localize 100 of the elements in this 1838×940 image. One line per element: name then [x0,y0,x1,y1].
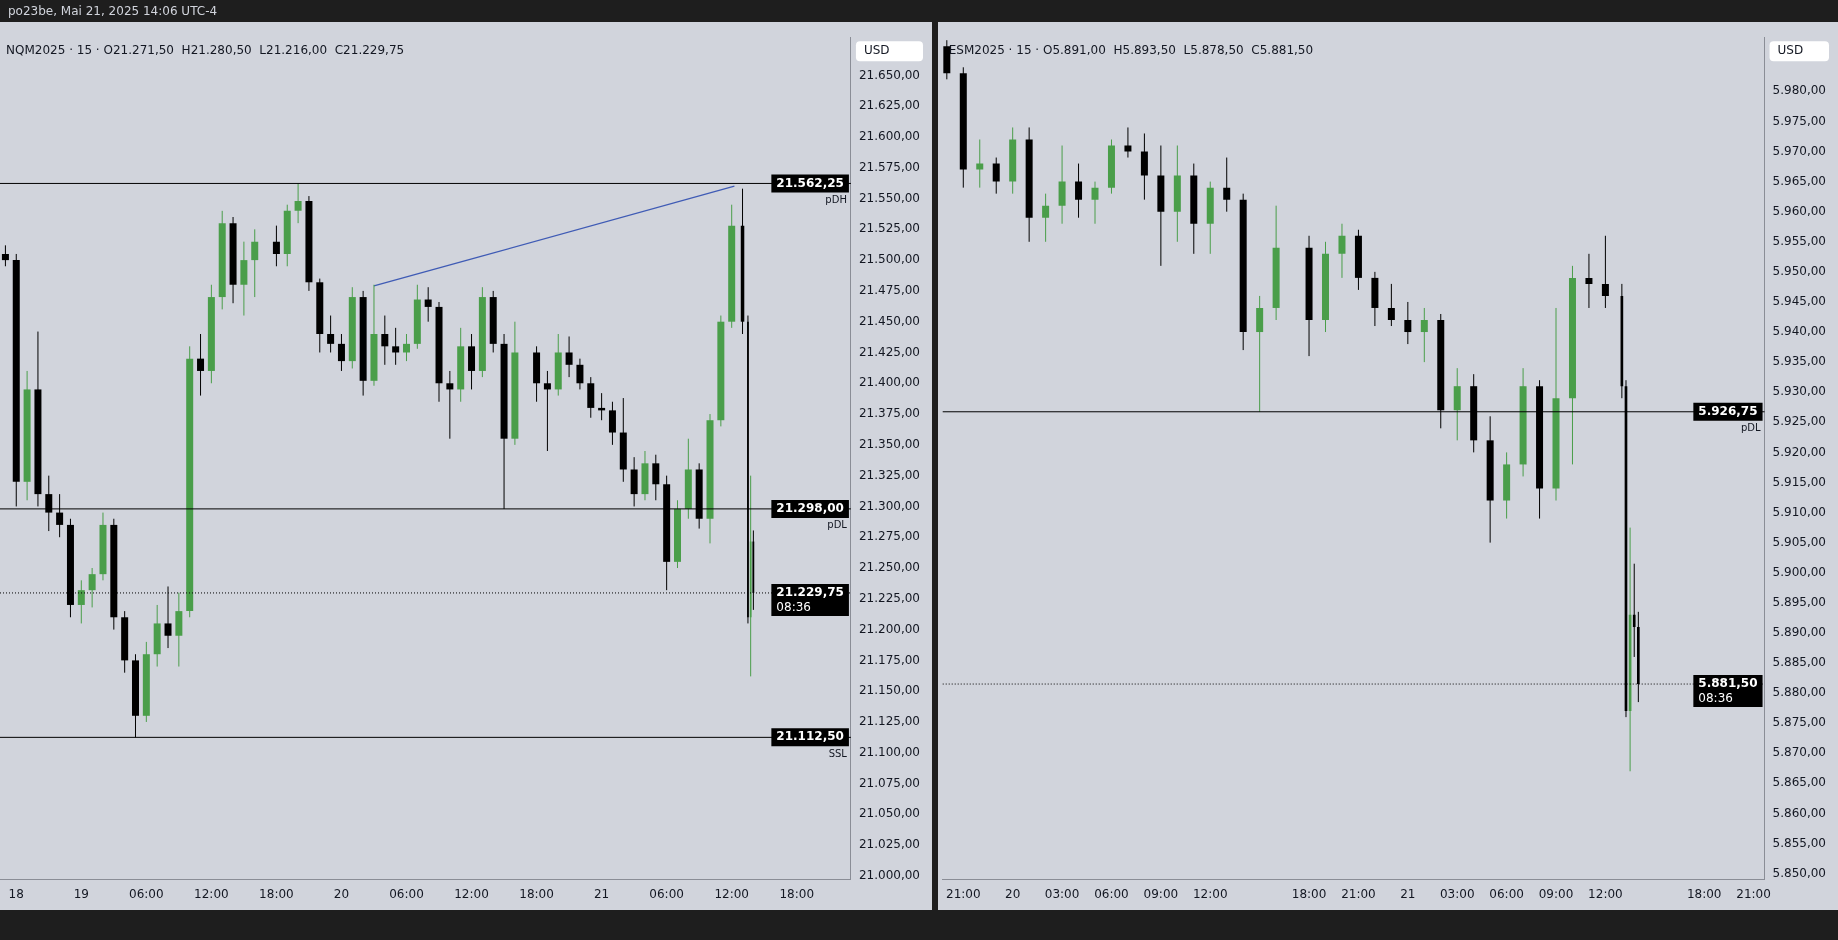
y-tick-label: 21.050,00 [858,806,921,821]
y-tick-label: 5.915,00 [1772,474,1826,489]
y-tick-label: 5.910,00 [1772,504,1826,519]
y-tick-label: 21.300,00 [858,498,921,513]
y-tick-label: 21.075,00 [858,775,921,790]
x-tick-label: 18:00 [259,886,294,901]
y-tick-label: 21.450,00 [858,313,921,328]
annotation: pDH [825,194,847,206]
y-tick-label: 5.955,00 [1772,233,1826,248]
y-tick-label: 21.525,00 [858,221,921,236]
annotation: pDL [1740,422,1761,434]
y-tick-label: 21.150,00 [858,683,921,698]
x-tick-label: 18:00 [1291,886,1327,901]
y-tick-label: 5.960,00 [1772,203,1826,218]
y-tick-label: 21.250,00 [858,560,921,575]
y-tick-label: 21.400,00 [858,375,921,390]
y-tick-label: 5.945,00 [1772,294,1826,309]
y-tick-label: 21.425,00 [858,344,921,359]
x-tick-label: 21:00 [1736,886,1771,901]
candlestick [1404,301,1412,345]
y-axis-title: USD [863,43,890,58]
candlestick [1075,163,1083,219]
x-tick-label: 18:00 [519,886,554,901]
ref-line-label: 21.229,75 [776,585,844,600]
candlestick [1124,126,1132,159]
candlestick [88,567,96,608]
y-tick-label: 21.350,00 [858,436,921,451]
y-tick-label: 21.575,00 [858,159,921,174]
y-tick-label: 5.870,00 [1772,745,1826,760]
candlestick [77,579,85,624]
candlestick [327,315,335,353]
candlestick [992,157,1000,195]
y-tick-label: 5.855,00 [1772,835,1826,850]
candlestick [1585,253,1593,309]
x-tick-label: 06:00 [1094,886,1129,901]
candlestick [1601,235,1609,309]
y-tick-label: 5.865,00 [1772,775,1826,790]
y-tick-label: 21.600,00 [858,129,921,144]
ref-line-label: 21.112,50 [776,729,844,744]
x-tick-label: 03:00 [1044,886,1080,901]
x-tick-label: 21:00 [945,886,981,901]
x-tick-label: 20 [1005,886,1021,901]
text: ESM2025 · 15 · O5.891,00 H5.893,50 L5.878,50 C5.881,50 [948,43,1314,58]
text: NQM2025 · 15 · O21.271,50 H21.280,50 L21.216,00 C21.229,75 [6,43,405,58]
candlestick [1042,193,1050,243]
y-tick-label: 5.860,00 [1772,805,1826,820]
y-tick-label: 21.650,00 [858,67,921,82]
x-tick-label: 12:00 [1588,886,1623,901]
y-tick-label: 21.100,00 [858,744,921,759]
ref-line-label: 21.298,00 [776,501,844,516]
candlestick [392,327,400,366]
x-tick-label: 19 [73,886,89,901]
y-tick-label: 21.125,00 [858,714,921,729]
y-tick-label: 21.550,00 [858,190,921,205]
y-tick-label: 5.900,00 [1772,564,1826,579]
candlestick [976,138,984,189]
y-tick-label: 5.935,00 [1772,354,1826,369]
y-tick-label: 5.975,00 [1772,113,1826,128]
y-tick-label: 5.875,00 [1772,715,1826,730]
x-tick-label: 06:00 [389,886,424,901]
candlestick [1091,181,1099,225]
candlestick [543,370,551,452]
x-tick-label: 03:00 [1439,886,1475,901]
candlestick [608,401,616,446]
x-tick-label: 12:00 [194,886,229,901]
candlestick [1223,157,1231,213]
y-tick-label: 21.475,00 [858,283,921,298]
y-tick-label: 5.950,00 [1772,263,1826,278]
candlestick [197,333,205,397]
annotation: 08:36 [1698,691,1733,706]
y-tick-label: 5.925,00 [1772,414,1826,429]
y-tick-label: 21.500,00 [858,252,921,267]
y-tick-label: 21.275,00 [858,529,921,544]
candlestick [294,182,302,224]
y-tick-label: 5.930,00 [1772,384,1826,399]
annotation: pDL [827,519,848,531]
x-tick-label: 18 [8,886,24,901]
y-tick-label: 5.965,00 [1772,173,1826,188]
candlestick [1387,283,1395,327]
candlestick [402,333,410,362]
text: po23be, Mai 21, 2025 14:06 UTC-4 [8,4,218,18]
x-tick-label: 12:00 [454,886,489,901]
y-tick-label: 5.970,00 [1772,143,1826,158]
y-tick-label: 21.175,00 [858,652,921,667]
x-tick-label: 06:00 [1489,886,1524,901]
y-tick-label: 21.200,00 [858,621,921,636]
y-tick-label: 5.850,00 [1772,865,1826,880]
y-tick-label: 5.885,00 [1772,655,1826,670]
candlestick [576,358,584,390]
candlestick [446,370,454,440]
x-tick-label: 09:00 [1538,886,1574,901]
x-tick-label: 18:00 [1686,886,1722,901]
y-tick-label: 21.000,00 [858,868,921,883]
x-tick-label: 09:00 [1143,886,1179,901]
y-tick-label: 5.980,00 [1772,83,1826,98]
annotation: 08:36 [776,600,811,615]
x-tick-label: 21:00 [1341,886,1376,901]
x-tick-label: 12:00 [714,886,749,901]
y-tick-label: 21.325,00 [858,467,921,482]
x-tick-label: 06:00 [129,886,164,901]
